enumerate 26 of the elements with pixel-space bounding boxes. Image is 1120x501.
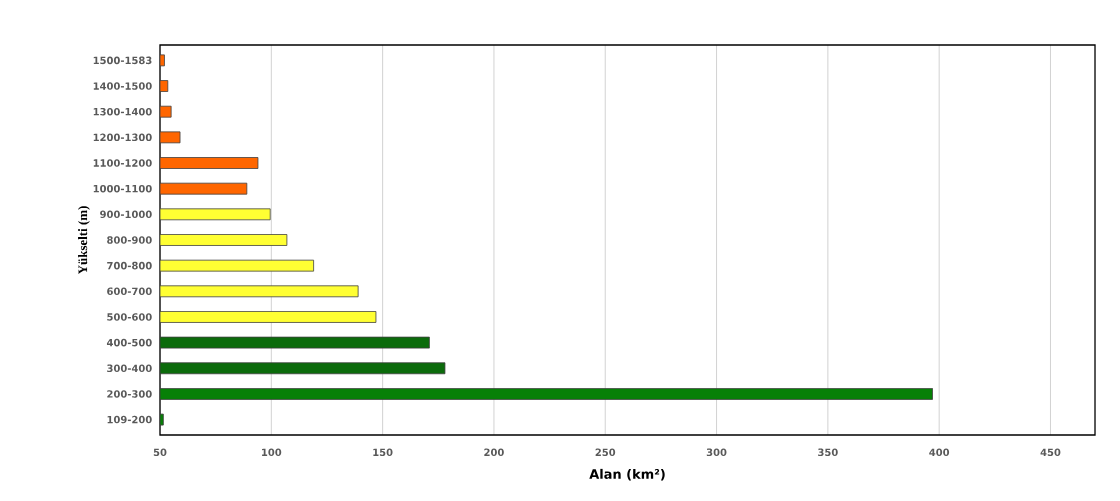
y-tick-label: 1500-1583 (93, 56, 152, 65)
x-tick-label: 100 (262, 448, 282, 457)
x-tick-label: 50 (153, 448, 167, 457)
x-axis-title: Alan (km²) (589, 468, 665, 481)
y-tick-label: 400-500 (106, 338, 152, 347)
y-axis-title: Yükselti (m) (78, 206, 90, 275)
x-tick-label: 400 (929, 448, 950, 457)
y-tick-label: 1000-1100 (93, 184, 152, 193)
x-tick-label: 200 (484, 448, 504, 457)
y-tick-label: 1100-1200 (93, 159, 152, 167)
y-tick-label: 1200-1300 (93, 133, 152, 142)
y-tick-label: 1300-1400 (93, 107, 152, 116)
y-tick-label: 200-300 (107, 390, 152, 398)
x-tick-label: 250 (595, 448, 616, 457)
y-tick-label: 1400-1500 (93, 82, 152, 90)
y-tick-label: 700-800 (107, 261, 152, 270)
y-tick-label: 900-1000 (100, 210, 152, 219)
x-tick-label: 350 (818, 448, 838, 457)
x-tick-label: 450 (1040, 448, 1061, 457)
x-tick-label: 150 (373, 448, 393, 457)
y-tick-label: 800-900 (107, 236, 152, 244)
y-tick-label: 600-700 (107, 287, 152, 296)
y-tick-label: 500-600 (107, 313, 152, 321)
y-tick-label: 300-400 (107, 364, 152, 373)
y-tick-label: 109-200 (107, 415, 152, 424)
x-tick-label: 300 (706, 448, 727, 457)
